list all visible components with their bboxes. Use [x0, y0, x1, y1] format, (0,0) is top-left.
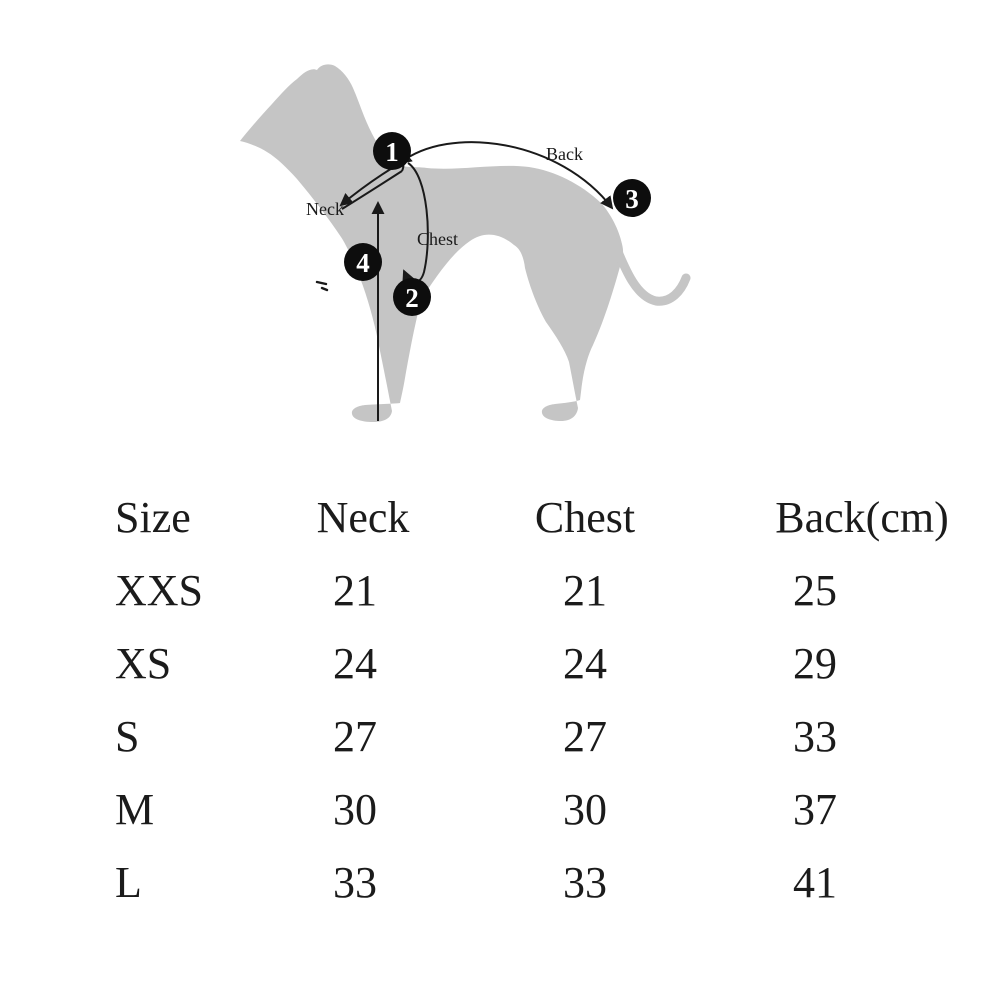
size-value: XS — [115, 639, 172, 688]
neck-value: 24 — [333, 639, 377, 688]
dog-tail — [609, 237, 691, 306]
neck-measure-line — [341, 170, 403, 210]
back-value: 37 — [793, 785, 837, 834]
back-value: 33 — [793, 712, 837, 761]
badge-circle — [613, 179, 651, 217]
column-header-chest: Chest — [534, 492, 636, 542]
table-row-m: M 30 30 37 — [100, 773, 960, 846]
badge-number: 4 — [356, 248, 370, 278]
size-value: XXS — [115, 566, 204, 615]
table-row-xs: XS 24 24 29 — [100, 627, 960, 700]
measure-point-3-badge: 3 — [613, 179, 651, 217]
chest-value: 27 — [563, 712, 607, 761]
neck-value: 30 — [333, 785, 377, 834]
back-value: 41 — [793, 858, 837, 907]
back-measure-arrow — [398, 141, 614, 210]
back-value: 25 — [793, 566, 837, 615]
column-header-back: Back(cm) — [775, 492, 949, 542]
column-header-size: Size — [115, 492, 191, 542]
measure-point-4-badge: 4 — [344, 243, 382, 281]
badge-number: 2 — [405, 283, 419, 313]
dog-silhouette — [240, 64, 624, 422]
neck-value: 21 — [333, 566, 377, 615]
badge-number: 3 — [625, 184, 639, 214]
measure-point-1-badge: 1 — [373, 132, 411, 170]
neck-value: 27 — [333, 712, 377, 761]
chest-value: 21 — [563, 566, 607, 615]
back-value: 29 — [793, 639, 837, 688]
chest-value: 24 — [563, 639, 607, 688]
size-value: S — [115, 712, 140, 761]
table-header-row: Size Neck Chest Back(cm) — [100, 480, 960, 554]
size-value: L — [115, 858, 142, 907]
badge-circle — [393, 278, 431, 316]
chest-value: 30 — [563, 785, 607, 834]
column-header-neck: Neck — [316, 492, 410, 542]
neck-label: Neck — [306, 199, 344, 219]
chest-value: 33 — [563, 858, 607, 907]
chest-label: Chest — [417, 229, 458, 249]
neck-value: 33 — [333, 858, 377, 907]
badge-circle — [344, 243, 382, 281]
measure-point-2-badge: 2 — [393, 278, 431, 316]
badge-circle — [373, 132, 411, 170]
badge-number: 1 — [385, 137, 399, 167]
size-table: Size Neck Chest Back(cm) XXS 21 21 25 XS… — [100, 480, 960, 919]
back-label: Back — [546, 144, 583, 164]
table-row-s: S 27 27 33 — [100, 700, 960, 773]
dog-measurement-diagram: Neck Chest Back 1 2 3 4 — [240, 64, 691, 422]
table-row-l: L 33 33 41 — [100, 846, 960, 919]
small-dash-mark — [315, 280, 329, 292]
size-value: M — [115, 785, 155, 834]
table-row-xxs: XXS 21 21 25 — [100, 554, 960, 627]
